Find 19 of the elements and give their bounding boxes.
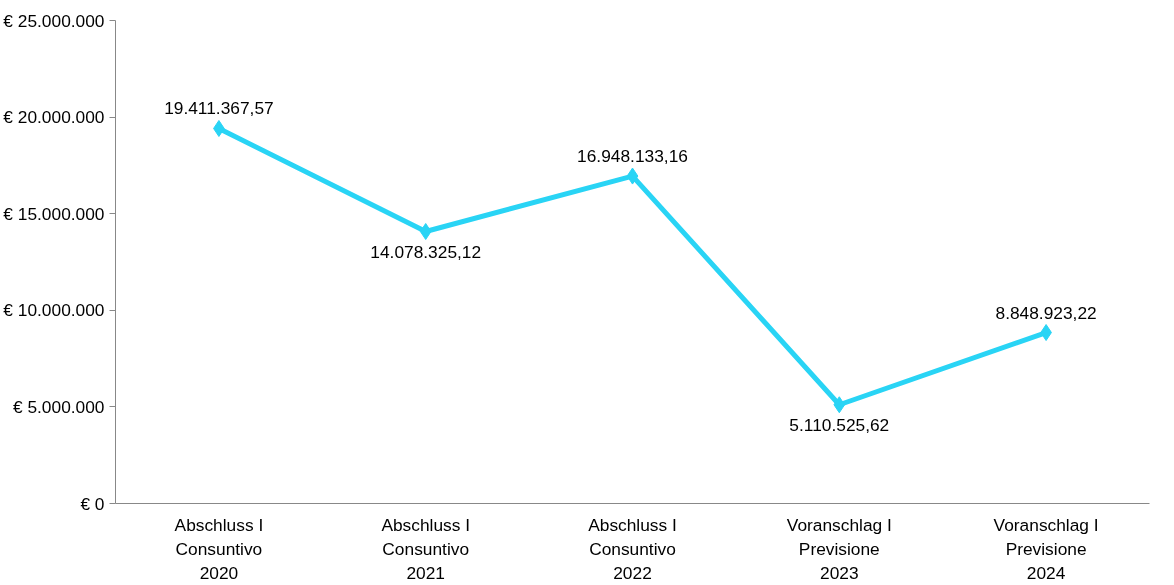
- data-label: 19.411.367,57: [164, 98, 274, 119]
- x-tick-label: Voranschlag I Previsione 2023: [786, 514, 892, 583]
- point: [626, 167, 639, 185]
- y-tick-label: € 20.000.000: [3, 107, 105, 128]
- y-tick-label: € 25.000.000: [3, 10, 105, 31]
- point: [419, 223, 432, 241]
- data-label: 16.948.133,16: [577, 146, 688, 167]
- y-tick-label: € 5.000.000: [12, 396, 105, 417]
- x-tick-label: Abschluss I Consuntivo 2021: [381, 514, 471, 583]
- x-tick-label: Voranschlag I Previsione 2024: [993, 514, 1099, 583]
- data-label: 14.078.325,12: [370, 241, 482, 262]
- data-label: 8.848.923,22: [995, 302, 1097, 323]
- x-tick-label: Abschluss I Consuntivo 2022: [588, 514, 677, 583]
- y-tick-label: € 15.000.000: [3, 203, 105, 224]
- y-tick-label: € 10.000.000: [3, 300, 105, 321]
- point: [833, 396, 846, 414]
- data-label: 5.110.525,62: [789, 414, 890, 435]
- x-tick-label: Abschluss I Consuntivo 2020: [174, 514, 264, 583]
- y-tick-label: € 0: [80, 493, 105, 514]
